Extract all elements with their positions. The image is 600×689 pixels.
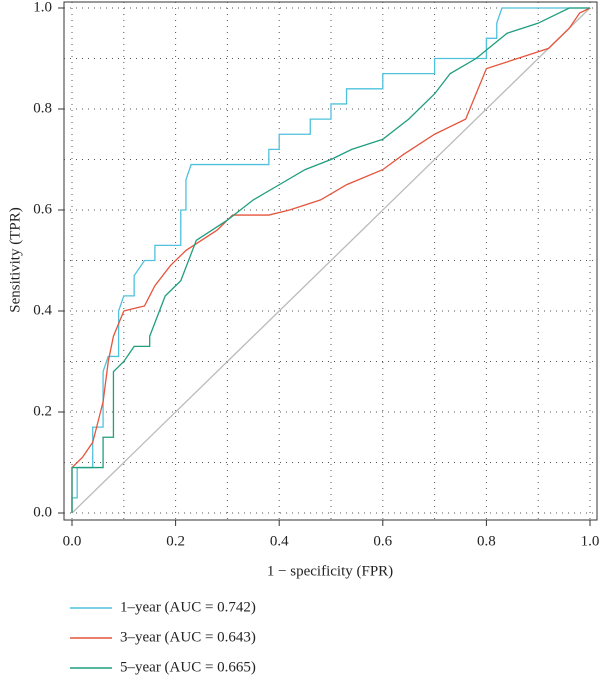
x-tick-label: 0.2 (166, 533, 185, 549)
legend-label: 3–year (AUC = 0.643) (120, 629, 256, 645)
y-tick-label: 0.4 (33, 302, 52, 318)
x-tick-label: 0.6 (373, 533, 392, 549)
x-tick-label: 0.4 (270, 533, 289, 549)
x-tick-label: 0.8 (477, 533, 496, 549)
y-tick-label: 0.6 (33, 201, 52, 217)
y-tick-label: 1.0 (33, 0, 52, 15)
x-tick-label: 1.0 (581, 533, 600, 549)
y-tick-label: 0.2 (33, 403, 52, 419)
legend-label: 1–year (AUC = 0.742) (120, 599, 256, 615)
roc-curve (71, 7, 591, 513)
y-axis-label: Sensitivity (TPR) (7, 207, 23, 312)
roc-curve (71, 7, 590, 513)
x-tick-label: 0.0 (63, 533, 82, 549)
y-tick-label: 0.8 (33, 100, 52, 116)
x-axis-label: 1 − specificity (FPR) (267, 563, 393, 579)
reference-line (71, 7, 591, 514)
roc-curve (71, 7, 590, 513)
legend-label: 5–year (AUC = 0.665) (120, 659, 256, 675)
y-tick-label: 0.0 (33, 504, 52, 520)
